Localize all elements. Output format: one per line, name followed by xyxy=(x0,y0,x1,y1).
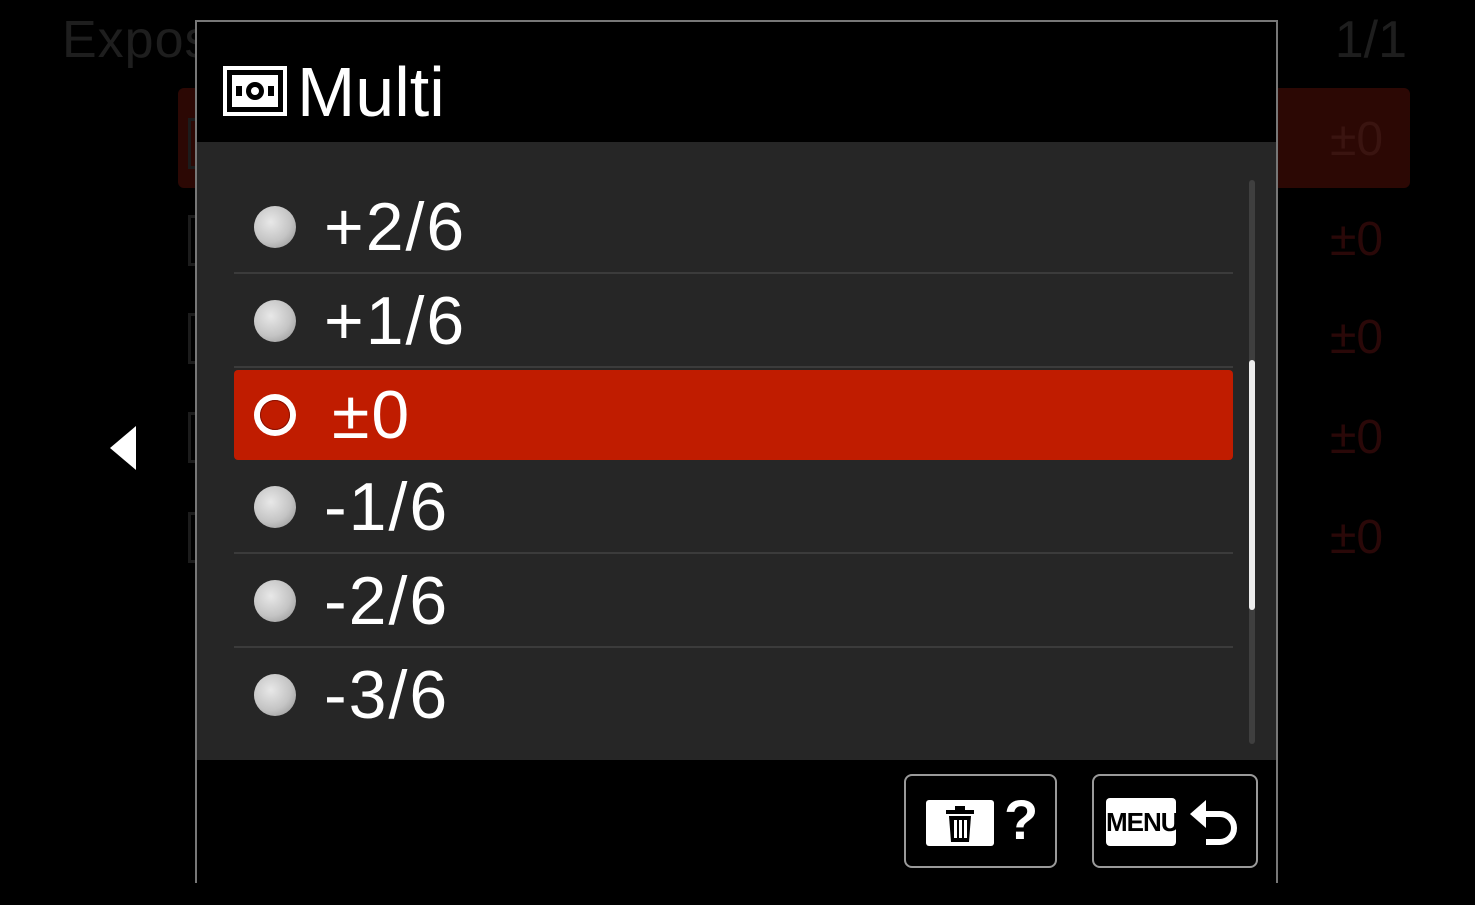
option-label: -3/6 xyxy=(324,657,450,733)
trash-icon xyxy=(926,800,994,846)
option-label: +1/6 xyxy=(324,283,467,359)
background-title: Expos xyxy=(62,11,212,69)
background-row-value: ±0 xyxy=(1330,311,1384,364)
radio-button-icon xyxy=(254,486,296,528)
option-label: +2/6 xyxy=(324,189,467,265)
option-zero-selected[interactable]: ±0 xyxy=(234,370,1233,460)
return-arrow-icon xyxy=(1190,800,1237,845)
dialog-title: Multi xyxy=(297,53,445,131)
option-label: -2/6 xyxy=(324,563,450,639)
background-row-value: ±0 xyxy=(1330,511,1384,564)
option-label: -1/6 xyxy=(324,469,450,545)
option-minus-2-6[interactable]: -2/6 xyxy=(234,556,1233,648)
radio-button-icon xyxy=(254,580,296,622)
divider xyxy=(234,272,1233,274)
multi-metering-icon xyxy=(223,66,287,116)
divider xyxy=(234,552,1233,554)
menu-label: MENU xyxy=(1106,798,1180,846)
left-arrow-icon[interactable] xyxy=(110,426,136,470)
background-row-value: ±0 xyxy=(1330,411,1384,464)
help-button[interactable]: ? xyxy=(904,774,1057,868)
background-row-value: ±0 xyxy=(1330,213,1384,266)
background-page-indicator: 1/1 xyxy=(1334,11,1407,69)
option-list: +2/6 +1/6 ±0 -1/6 -2/6 -3/6 xyxy=(197,142,1276,760)
radio-button-icon xyxy=(254,300,296,342)
menu-back-button[interactable]: MENU xyxy=(1092,774,1258,868)
scrollbar-thumb[interactable] xyxy=(1249,360,1255,610)
radio-button-icon xyxy=(254,206,296,248)
option-minus-3-6[interactable]: -3/6 xyxy=(234,650,1233,740)
radio-button-selected-icon xyxy=(254,394,296,436)
option-plus-1-6[interactable]: +1/6 xyxy=(234,276,1233,368)
divider xyxy=(234,646,1233,648)
metering-adjust-dialog: Multi +2/6 +1/6 ±0 -1/6 -2/6 xyxy=(195,20,1278,883)
background-row-value: ±0 xyxy=(1330,113,1384,166)
dialog-header: Multi xyxy=(197,22,1276,142)
radio-button-icon xyxy=(254,674,296,716)
option-plus-2-6[interactable]: +2/6 xyxy=(234,182,1233,274)
option-minus-1-6[interactable]: -1/6 xyxy=(234,462,1233,554)
option-label: ±0 xyxy=(332,377,412,453)
divider xyxy=(234,366,1233,368)
help-question-label: ? xyxy=(1004,788,1039,851)
dialog-footer: ? MENU xyxy=(197,760,1276,883)
